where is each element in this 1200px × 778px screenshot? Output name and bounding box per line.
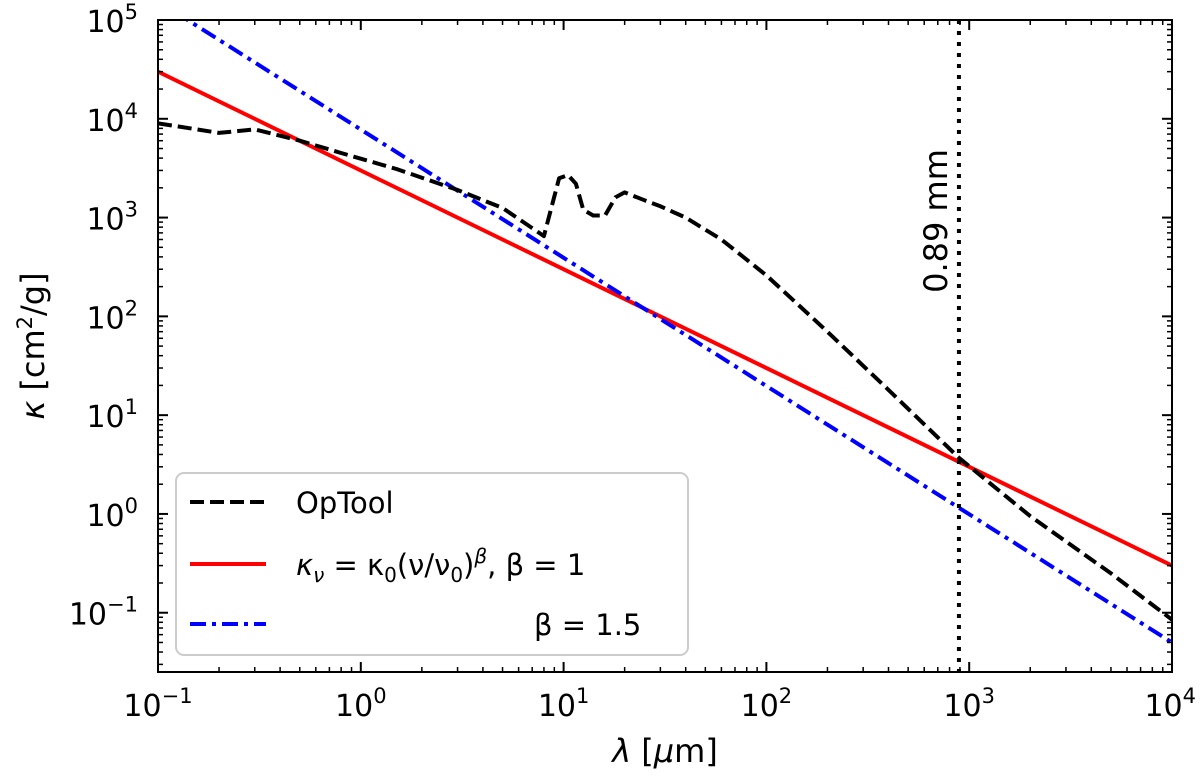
x-tick-label: 104 (1144, 684, 1196, 724)
y-tick-label: 103 (86, 198, 138, 238)
x-axis-label: λ [μm] (610, 732, 718, 770)
y-tick-label: 105 (86, 0, 138, 40)
legend: OpTool κν = κ0(ν/ν0)β, β = 1 β = 1.5 (175, 472, 689, 656)
x-axis-unit-prefix: μ (653, 732, 674, 770)
x-tick-label: 101 (538, 684, 590, 724)
legend-box (175, 472, 689, 656)
y-tick-label: 102 (86, 296, 138, 336)
series-line-2 (183, 20, 1172, 645)
x-tick-label: 100 (335, 684, 387, 724)
x-tick-label: 10−1 (123, 684, 192, 724)
y-axis-symbol: κ (14, 401, 52, 420)
legend-label-beta-1: κν = κ0(ν/ν0)β, β = 1 (296, 544, 585, 587)
x-tick-label: 103 (943, 684, 995, 724)
vertical-line-label: 0.89 mm (917, 149, 955, 293)
y-axis-post: /g] (14, 272, 52, 316)
y-axis-pre: [cm (14, 329, 52, 400)
x-axis-unit-rest: m] (674, 732, 718, 770)
x-axis-symbol: λ (610, 732, 631, 770)
y-tick-label: 10−1 (69, 593, 138, 633)
x-tick-label: 102 (741, 684, 793, 724)
y-axis-sup: 2 (13, 316, 37, 329)
x-axis-open: [ (631, 732, 654, 770)
legend-label-beta-1.5: β = 1.5 (534, 608, 641, 642)
series-layer (158, 20, 1172, 645)
y-tick-label: 101 (86, 395, 138, 435)
y-tick-label: 104 (86, 99, 138, 139)
legend-label-optool: OpTool (296, 486, 394, 520)
series-line-0 (158, 121, 1172, 622)
y-tick-label: 100 (86, 494, 138, 534)
series-line-1 (158, 69, 1172, 568)
ticks-layer: 10−1 100 101 102 103 104 10−1 100 101 102 103 104 10… (69, 0, 1196, 724)
y-axis-label: κ [cm2/g] (13, 272, 52, 419)
plot-area (158, 20, 1172, 672)
